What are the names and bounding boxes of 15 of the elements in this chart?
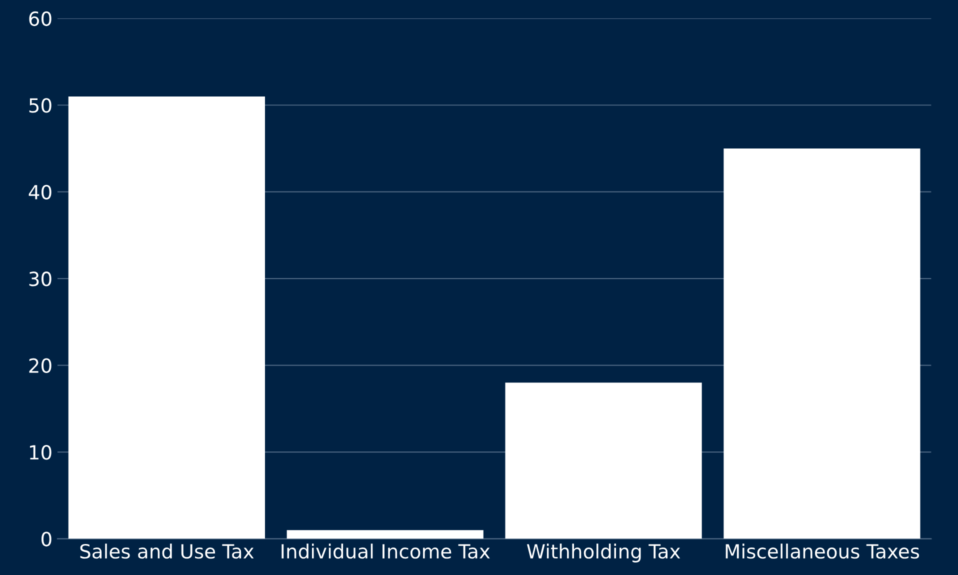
- y-tick-label: 40: [28, 184, 52, 200]
- y-tick-label: 30: [29, 272, 52, 286]
- y-tick-label: 10: [30, 445, 52, 460]
- x-tick-label: Individual Income Tax: [282, 544, 490, 559]
- y-tick-label: 60: [29, 11, 52, 26]
- x-tick-label: Withholding Tax: [526, 544, 680, 562]
- y-tick-label: 0: [42, 532, 52, 546]
- bar: [505, 382, 702, 539]
- y-tick-label: 20: [29, 358, 52, 373]
- bar: [724, 148, 920, 539]
- x-tick-label: Miscellaneous Taxes: [726, 544, 920, 559]
- y-tick-label: 50: [29, 98, 52, 113]
- x-tick-label: Sales and Use Tax: [80, 544, 254, 559]
- bar: [286, 530, 484, 539]
- bar: [68, 96, 265, 539]
